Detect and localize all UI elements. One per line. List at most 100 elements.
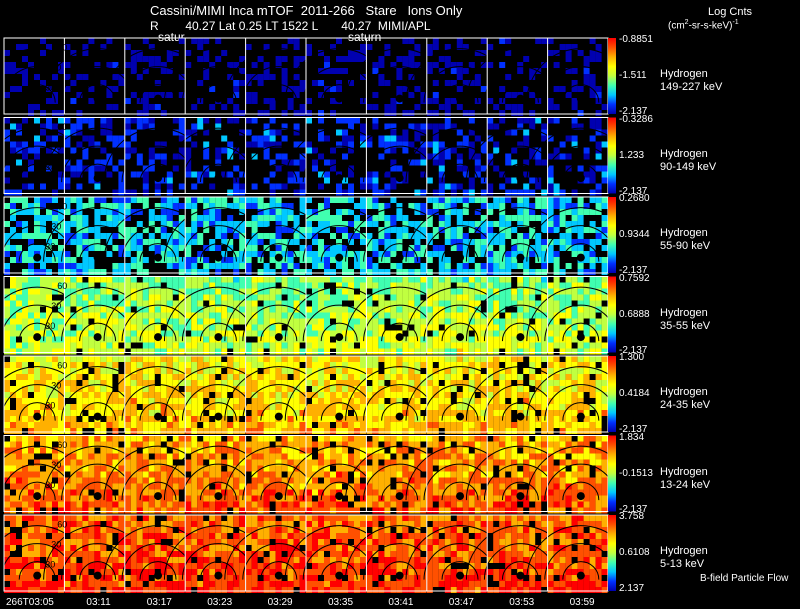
contour-arc: [501, 481, 539, 501]
contour-arc: [79, 243, 117, 262]
image-panel: [103, 515, 213, 593]
image-panel: [284, 356, 394, 434]
contour-arc: [441, 84, 479, 103]
colorbar-max-label: 0.7592: [619, 272, 650, 284]
image-panel: [224, 276, 334, 355]
saturn-marker: [274, 94, 283, 103]
saturn-marker: [214, 333, 223, 342]
saturn-marker: [576, 412, 585, 421]
saturn-marker: [335, 571, 344, 580]
plot-title: Cassini/MIMI Inca mTOF 2011-266 Stare Io…: [150, 3, 463, 18]
colorbar-mid-label: 1.233: [619, 149, 645, 161]
contour-arc: [501, 163, 539, 183]
contour-arc: [441, 402, 479, 421]
contour-label: 30: [45, 162, 55, 172]
saturn-marker: [214, 412, 223, 421]
saturn-marker: [335, 94, 344, 103]
image-panel: [405, 38, 515, 116]
energy-range: 5-13 keV: [660, 558, 705, 570]
contour-arc: [79, 481, 117, 501]
contour-label: 60: [57, 440, 67, 450]
colorbar-min-label: 2.137: [619, 583, 645, 594]
image-panel: [224, 356, 334, 434]
contour-arc: [423, 543, 497, 580]
contour-label: 60: [57, 202, 67, 212]
saturn-marker: [395, 253, 404, 262]
image-panel: [163, 276, 273, 355]
saturn-marker: [516, 174, 525, 183]
saturn-marker: [274, 412, 283, 421]
contour-arc: [381, 243, 419, 262]
contour-label: 60: [57, 43, 67, 53]
saturn-marker: [93, 571, 102, 580]
contour-arc: [526, 48, 636, 103]
image-panel: [103, 38, 213, 116]
image-panel: [284, 38, 394, 116]
contour-arc: [260, 561, 298, 580]
contour-arc: [18, 561, 56, 580]
saturn-marker: [93, 94, 102, 103]
image-panel: [405, 117, 515, 196]
saturn-marker: [395, 333, 404, 342]
image-panel: [465, 435, 575, 514]
saturn-marker: [335, 174, 344, 183]
colorbar: [608, 197, 616, 273]
saturn-marker: [154, 571, 163, 580]
contour-arc: [501, 561, 539, 580]
contour-arc: [441, 163, 479, 183]
image-panel: [43, 435, 153, 514]
contour-arc: [242, 543, 316, 580]
contour-arc: [139, 402, 177, 421]
species-name: Hydrogen: [660, 227, 708, 239]
colorbar-min-label: -2.137: [619, 503, 648, 515]
time-label: 03:29: [267, 597, 293, 608]
contour-arc: [18, 84, 56, 103]
energy-range: 90-149 keV: [660, 160, 717, 173]
contour-label: 60: [57, 361, 67, 371]
image-panel: [345, 197, 455, 275]
contour-arc: [181, 66, 255, 103]
contour-arc: [43, 48, 153, 103]
saturn-marker: [576, 94, 585, 103]
contour-arc: [43, 127, 153, 183]
saturn-marker: [395, 94, 404, 103]
contour-arc: [79, 322, 117, 342]
contour-arc: [526, 445, 636, 501]
image-panel: [465, 276, 575, 355]
saturn-label-2: saturn: [348, 30, 382, 44]
image-panel: [0, 356, 92, 434]
bfield-label: B-field Particle Flow: [700, 573, 789, 584]
species-label: Hydrogen 5-13 keV: [660, 545, 708, 571]
saturn-marker: [33, 492, 42, 501]
saturn-marker: [456, 412, 465, 421]
contour-arc: [345, 48, 455, 103]
image-panel: [43, 117, 153, 196]
saturn-marker: [395, 412, 404, 421]
legend-units: (cm2-sr-s-keV)-1: [668, 19, 739, 32]
energy-range: 13-24 keV: [660, 478, 711, 491]
saturn-marker: [335, 333, 344, 342]
contour-label: 30: [51, 142, 61, 152]
contour-arc: [18, 243, 56, 262]
image-panel: [103, 356, 213, 434]
image-panel: [465, 356, 575, 434]
contour-label: 30: [51, 63, 61, 73]
saturn-marker: [154, 94, 163, 103]
contour-arc: [320, 322, 358, 342]
colorbar-min-label: -2.137: [619, 424, 648, 435]
contour-arc: [526, 207, 636, 262]
contour-arc: [363, 66, 437, 103]
saturn-marker: [516, 253, 525, 262]
contour-arc: [260, 481, 298, 501]
colorbar-min-label: -2.137: [619, 344, 648, 356]
image-panel: [224, 197, 334, 275]
species-label: Hydrogen 55-90 keV: [660, 227, 710, 253]
contour-arc: [381, 322, 419, 342]
image-panel: [405, 435, 515, 514]
species-name: Hydrogen: [660, 386, 708, 398]
contour-arc: [163, 525, 273, 580]
image-panel: [345, 515, 455, 593]
contour-label: 30: [51, 222, 61, 232]
contour-arc: [302, 145, 376, 183]
